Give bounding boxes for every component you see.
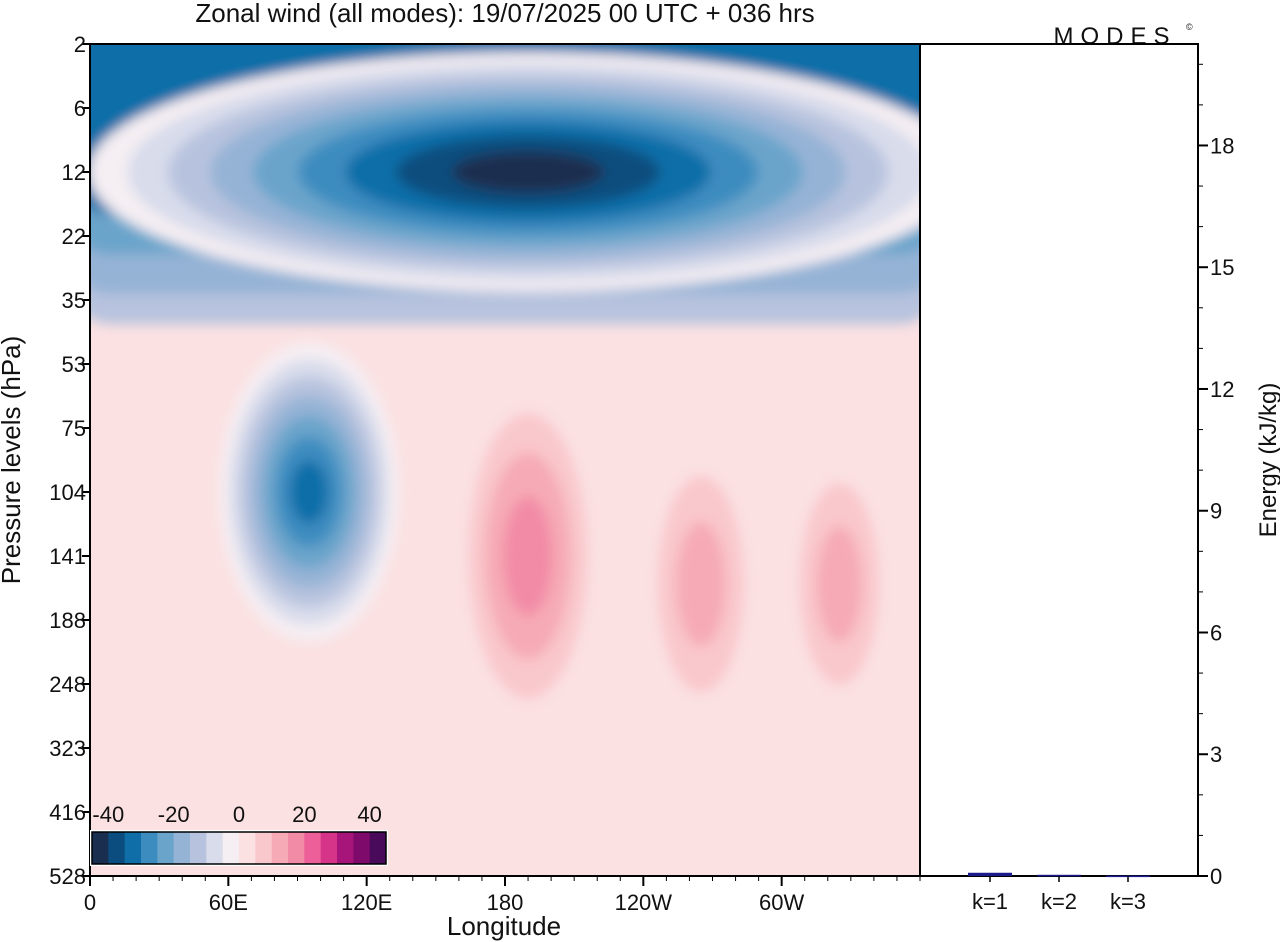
energy-plot-frame — [919, 43, 1199, 877]
colorbar-swatch — [206, 832, 224, 864]
y-axis-title: Pressure levels (hPa) — [0, 336, 26, 585]
category-label: k=3 — [1110, 889, 1146, 914]
category-label: k=2 — [1041, 889, 1077, 914]
colorbar: -40 -20 0 20 40 — [90, 802, 388, 866]
x-tick-label: 120E — [341, 890, 392, 915]
colorbar-label: 40 — [357, 802, 381, 827]
colorbar-swatch — [353, 832, 371, 864]
colorbar-swatch — [92, 832, 109, 864]
colorbar-swatch — [255, 832, 273, 864]
westerly-contour-layer — [676, 521, 726, 647]
y-tick-label: 6 — [74, 96, 86, 121]
zonal-wind-field — [90, 44, 920, 876]
x-tick-label: 60W — [759, 890, 804, 915]
energy-bar — [1037, 874, 1081, 877]
colorbar-swatch — [173, 832, 191, 864]
colorbar-label: 20 — [292, 802, 316, 827]
energy-y-tick-label: 0 — [1210, 864, 1222, 889]
westerly-contour-layer — [503, 496, 553, 616]
copyright-mark: © — [1186, 22, 1193, 32]
colorbar-swatch — [108, 832, 126, 864]
westerly-contour-layer — [816, 525, 863, 643]
colorbar-swatch — [157, 832, 175, 864]
x-tick-label: 180 — [487, 890, 524, 915]
chart-title: Zonal wind (all modes): 19/07/2025 00 UT… — [195, 0, 814, 28]
energy-axes: 0 3 6 9 12 15 18 — [1198, 63, 1234, 889]
colorbar-swatch — [124, 832, 142, 864]
y-tick-label: 75 — [62, 416, 86, 441]
y-tick-label: 12 — [62, 160, 86, 185]
colorbar-swatch — [222, 832, 240, 864]
energy-bar — [968, 872, 1012, 876]
energy-y-tick-label: 18 — [1210, 133, 1234, 158]
y-tick-label: 2 — [74, 32, 86, 57]
contour-layers — [90, 44, 920, 736]
colorbar-swatch — [369, 832, 387, 864]
x-tick-label: 60E — [209, 890, 248, 915]
x-tick-label: 0 — [84, 890, 96, 915]
colorbar-swatch — [337, 832, 354, 864]
easterly-contour-layer — [452, 151, 604, 193]
y-tick-label: 188 — [49, 608, 86, 633]
y-tick-label: 141 — [49, 544, 86, 569]
colorbar-swatch — [141, 832, 158, 864]
y-tick-label: 323 — [49, 736, 86, 761]
y-tick-label: 528 — [49, 864, 86, 889]
x-axis-title: Longitude — [447, 911, 561, 941]
easterly-contour-layer — [290, 460, 329, 524]
energy-axis-title: Energy (kJ/kg) — [1255, 383, 1280, 538]
y-tick-label: 248 — [49, 672, 86, 697]
energy-y-tick-label: 9 — [1210, 499, 1222, 524]
energy-y-tick-label: 6 — [1210, 620, 1222, 645]
y-tick-label: 104 — [49, 480, 86, 505]
energy-y-tick-label: 3 — [1210, 742, 1222, 767]
colorbar-label: -20 — [158, 802, 190, 827]
y-tick-label: 53 — [62, 352, 86, 377]
colorbar-swatch — [320, 832, 338, 864]
colorbar-swatch — [288, 832, 305, 864]
energy-y-tick-label: 15 — [1210, 255, 1234, 280]
colorbar-swatch — [190, 832, 207, 864]
category-label: k=1 — [972, 889, 1008, 914]
energy-y-tick-label: 12 — [1210, 377, 1234, 402]
colorbar-swatch — [304, 832, 322, 864]
y-tick-label: 416 — [49, 800, 86, 825]
y-tick-label: 22 — [62, 224, 86, 249]
colorbar-label: -40 — [92, 802, 124, 827]
colorbar-label: 0 — [233, 802, 245, 827]
colorbar-swatch — [271, 832, 289, 864]
energy-bars: k=1 k=2 k=3 — [968, 872, 1150, 914]
x-tick-label: 120W — [615, 890, 673, 915]
colorbar-swatch — [239, 832, 256, 864]
y-tick-label: 35 — [62, 288, 86, 313]
colorbar-frame — [91, 831, 387, 865]
